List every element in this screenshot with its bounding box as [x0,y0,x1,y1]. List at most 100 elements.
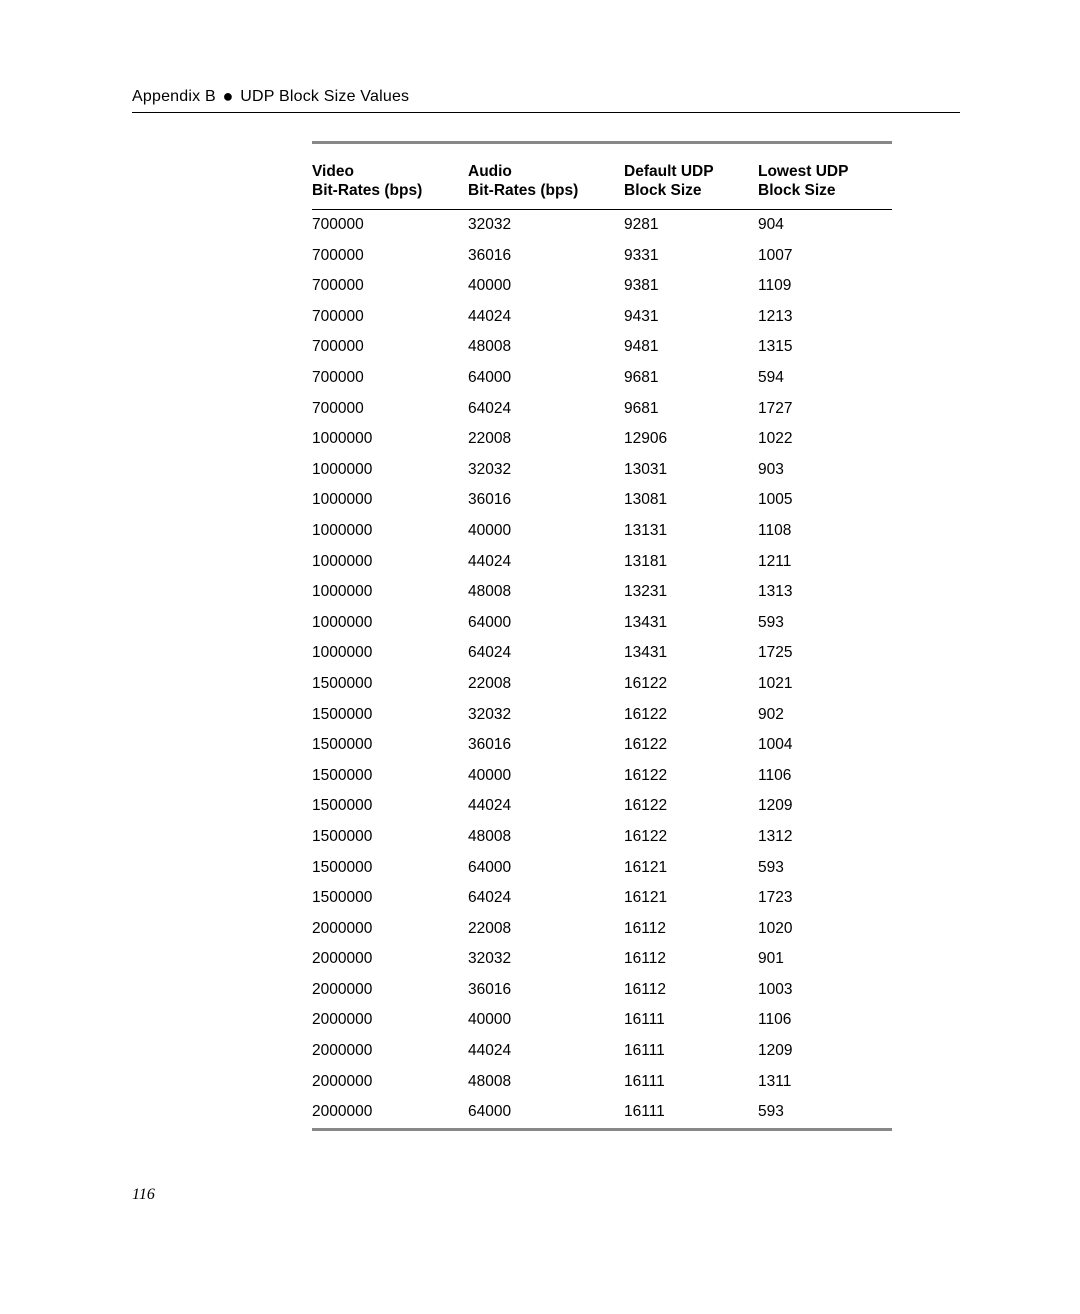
table-row: 20000006400016111593 [312,1097,892,1129]
table-row: 200000040000161111106 [312,1005,892,1036]
table-cell: 903 [758,455,892,486]
table-cell: 1000000 [312,607,468,638]
table-cell: 2000000 [312,1066,468,1097]
table-cell: 1213 [758,302,892,333]
table-row: 200000048008161111311 [312,1066,892,1097]
table-cell: 44024 [468,546,624,577]
col-header-default-udp: Default UDP Block Size [624,143,758,210]
table-cell: 1211 [758,546,892,577]
table-cell: 64024 [468,638,624,669]
table-cell: 16122 [624,730,758,761]
table-cell: 16112 [624,913,758,944]
table-cell: 1723 [758,883,892,914]
table-cell: 2000000 [312,975,468,1006]
table-cell: 1500000 [312,883,468,914]
table-row: 100000040000131311108 [312,516,892,547]
table-cell: 36016 [468,485,624,516]
table-cell: 1209 [758,791,892,822]
table-cell: 22008 [468,669,624,700]
table-cell: 1106 [758,760,892,791]
table-cell: 9681 [624,393,758,424]
table-container: Video Bit-Rates (bps) Audio Bit-Rates (b… [312,141,892,1131]
table-cell: 16112 [624,944,758,975]
table-cell: 16122 [624,699,758,730]
table-cell: 16111 [624,1005,758,1036]
table-cell: 16111 [624,1066,758,1097]
table-cell: 32032 [468,699,624,730]
table-cell: 1500000 [312,699,468,730]
table-cell: 1727 [758,393,892,424]
table-row: 200000044024161111209 [312,1036,892,1067]
table-cell: 1020 [758,913,892,944]
table-cell: 32032 [468,209,624,240]
table-cell: 22008 [468,424,624,455]
table-cell: 64000 [468,852,624,883]
table-row: 700000320329281904 [312,209,892,240]
col-header-audio: Audio Bit-Rates (bps) [468,143,624,210]
table-cell: 1500000 [312,669,468,700]
table-cell: 64024 [468,393,624,424]
table-cell: 1000000 [312,638,468,669]
table-cell: 1000000 [312,577,468,608]
table-cell: 13431 [624,638,758,669]
table-row: 200000022008161121020 [312,913,892,944]
page-number: 116 [132,1186,155,1204]
table-cell: 64000 [468,607,624,638]
table-row: 100000048008132311313 [312,577,892,608]
table-cell: 1007 [758,240,892,271]
table-cell: 1003 [758,975,892,1006]
table-cell: 16112 [624,975,758,1006]
table-cell: 700000 [312,240,468,271]
table-cell: 9331 [624,240,758,271]
table-row: 15000006400016121593 [312,852,892,883]
col-header-line2: Block Size [624,182,702,199]
table-cell: 9381 [624,271,758,302]
table-cell: 1500000 [312,760,468,791]
table-cell: 902 [758,699,892,730]
table-cell: 700000 [312,209,468,240]
table-cell: 700000 [312,393,468,424]
table-cell: 13431 [624,607,758,638]
table-row: 150000044024161221209 [312,791,892,822]
table-cell: 36016 [468,975,624,1006]
table-row: 10000003203213031903 [312,455,892,486]
table-cell: 48008 [468,822,624,853]
table-row: 100000044024131811211 [312,546,892,577]
table-cell: 1500000 [312,852,468,883]
table-cell: 16122 [624,669,758,700]
table-cell: 9281 [624,209,758,240]
table-row: 7000006402496811727 [312,393,892,424]
table-cell: 40000 [468,760,624,791]
col-header-line1: Lowest UDP [758,163,848,180]
table-cell: 1500000 [312,791,468,822]
table-cell: 44024 [468,791,624,822]
table-cell: 1313 [758,577,892,608]
udp-table: Video Bit-Rates (bps) Audio Bit-Rates (b… [312,141,892,1131]
table-row: 150000022008161221021 [312,669,892,700]
table-cell: 2000000 [312,913,468,944]
table-cell: 700000 [312,271,468,302]
table-row: 7000004800894811315 [312,332,892,363]
table-cell: 16122 [624,791,758,822]
table-cell: 1109 [758,271,892,302]
table-cell: 32032 [468,944,624,975]
table-row: 7000004000093811109 [312,271,892,302]
table-cell: 40000 [468,1005,624,1036]
table-cell: 44024 [468,1036,624,1067]
table-cell: 13081 [624,485,758,516]
table-cell: 593 [758,607,892,638]
table-cell: 9681 [624,363,758,394]
table-row: 200000036016161121003 [312,975,892,1006]
table-row: 100000022008129061022 [312,424,892,455]
table-cell: 13031 [624,455,758,486]
table-cell: 22008 [468,913,624,944]
table-cell: 48008 [468,1066,624,1097]
header-prefix: Appendix B [132,88,216,105]
col-header-line1: Default UDP [624,163,714,180]
table-cell: 2000000 [312,1036,468,1067]
table-cell: 40000 [468,271,624,302]
table-cell: 1500000 [312,822,468,853]
table-row: 150000040000161221106 [312,760,892,791]
table-cell: 36016 [468,730,624,761]
table-cell: 1005 [758,485,892,516]
